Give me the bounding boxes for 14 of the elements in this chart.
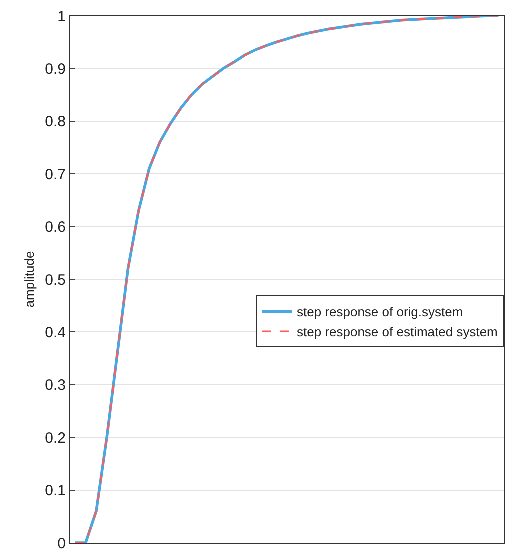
- y-tick-label: 0.9: [45, 60, 66, 78]
- y-tick-label: 0.7: [45, 166, 66, 184]
- y-tick-label: 0.4: [45, 324, 66, 342]
- legend-label: step response of estimated system: [297, 324, 498, 340]
- y-tick-label: 0.3: [45, 377, 66, 394]
- y-tick-label: 0.5: [45, 272, 66, 289]
- legend-label: step response of orig.system: [297, 304, 464, 320]
- y-axis-title: amplitude: [22, 251, 37, 308]
- y-tick-label: 1: [58, 8, 66, 26]
- y-tick-label: 0: [58, 535, 66, 552]
- y-tick-label: 0.8: [45, 114, 66, 131]
- y-tick-label: 0.2: [45, 430, 66, 447]
- y-tick-label: 0.1: [45, 482, 66, 500]
- y-tick-label: 0.6: [45, 219, 66, 236]
